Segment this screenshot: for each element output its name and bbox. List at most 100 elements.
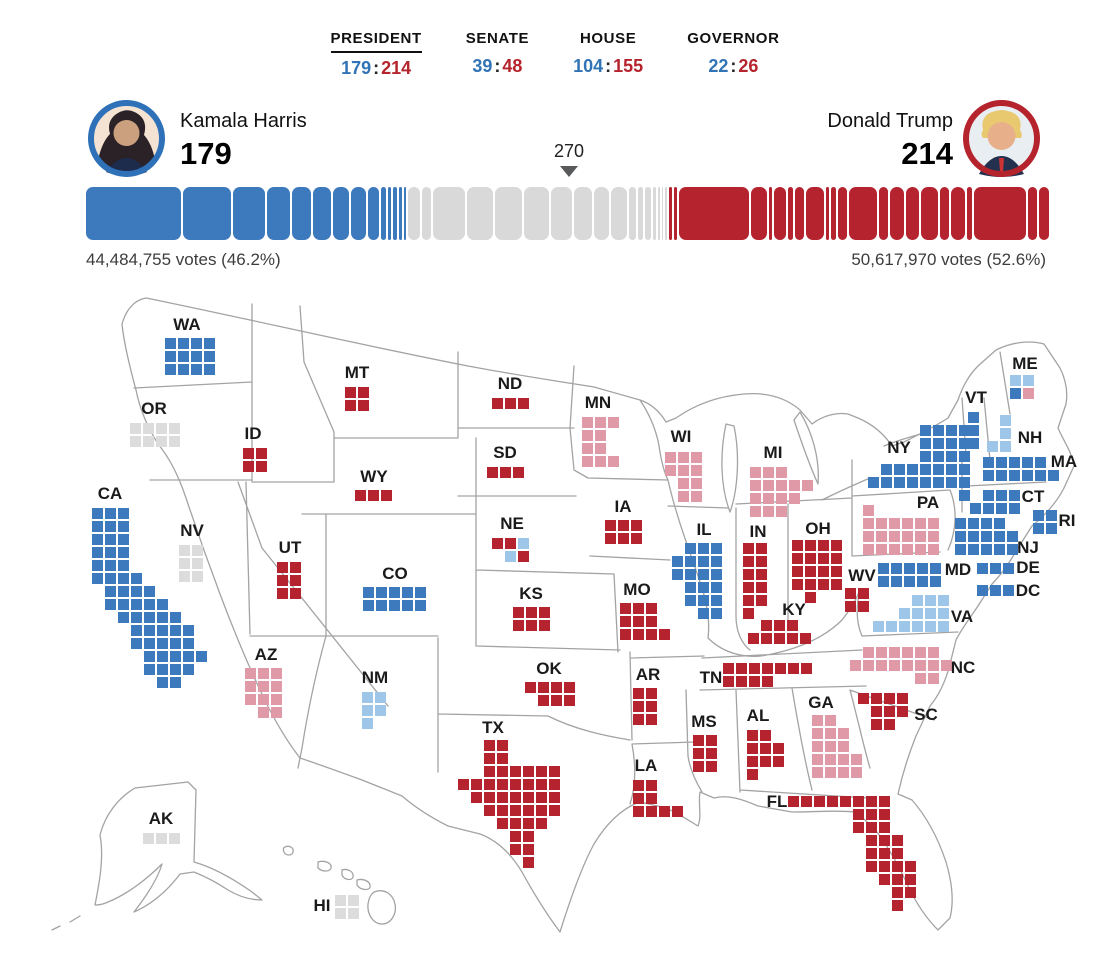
ev-square[interactable]: [484, 792, 495, 803]
ev-square[interactable]: [691, 491, 702, 502]
ev-square[interactable]: [118, 586, 129, 597]
ev-square[interactable]: [825, 728, 836, 739]
ev-square[interactable]: [1035, 470, 1046, 481]
bar-segment-rep[interactable]: [788, 187, 794, 240]
ev-square[interactable]: [256, 461, 267, 472]
ev-square[interactable]: [564, 695, 575, 706]
ev-square[interactable]: [157, 677, 168, 688]
bar-segment-undecided[interactable]: [638, 187, 644, 240]
ev-square[interactable]: [933, 477, 944, 488]
ev-square[interactable]: [196, 651, 207, 662]
ev-square[interactable]: [805, 592, 816, 603]
ev-square[interactable]: [760, 730, 771, 741]
ev-square[interactable]: [812, 767, 823, 778]
ev-square[interactable]: [258, 681, 269, 692]
ev-square[interactable]: [879, 822, 890, 833]
ev-square[interactable]: [996, 457, 1007, 468]
ev-square[interactable]: [169, 423, 180, 434]
ev-square[interactable]: [915, 531, 926, 542]
ev-square[interactable]: [838, 741, 849, 752]
ev-square[interactable]: [605, 533, 616, 544]
ev-square[interactable]: [358, 387, 369, 398]
ev-square[interactable]: [678, 465, 689, 476]
ev-square[interactable]: [723, 676, 734, 687]
ev-square[interactable]: [183, 664, 194, 675]
ev-square[interactable]: [633, 714, 644, 725]
ev-square[interactable]: [902, 531, 913, 542]
ev-square[interactable]: [536, 766, 547, 777]
bar-segment-dem[interactable]: [266, 187, 290, 240]
bar-segment-undecided[interactable]: [611, 187, 628, 240]
ev-square[interactable]: [747, 730, 758, 741]
ev-square[interactable]: [358, 400, 369, 411]
ev-square[interactable]: [646, 629, 657, 640]
ev-square[interactable]: [646, 603, 657, 614]
ev-square[interactable]: [381, 490, 392, 501]
ev-square[interactable]: [156, 436, 167, 447]
ev-square[interactable]: [814, 796, 825, 807]
ev-square[interactable]: [523, 779, 534, 790]
ev-square[interactable]: [889, 518, 900, 529]
ev-square[interactable]: [959, 464, 970, 475]
ev-square[interactable]: [484, 740, 495, 751]
ev-square[interactable]: [866, 809, 877, 820]
ev-square[interactable]: [996, 490, 1007, 501]
ev-square[interactable]: [510, 844, 521, 855]
ev-square[interactable]: [513, 467, 524, 478]
ev-square[interactable]: [271, 707, 282, 718]
ev-square[interactable]: [902, 660, 913, 671]
ev-square[interactable]: [523, 766, 534, 777]
ev-square[interactable]: [92, 573, 103, 584]
ev-square[interactable]: [773, 756, 784, 767]
ev-square[interactable]: [889, 660, 900, 671]
ev-square[interactable]: [994, 544, 1005, 555]
bar-segment-dem[interactable]: [86, 187, 181, 240]
bar-segment-dem[interactable]: [350, 187, 367, 240]
ev-square[interactable]: [706, 761, 717, 772]
ev-square[interactable]: [492, 538, 503, 549]
ev-square[interactable]: [595, 443, 606, 454]
ev-square[interactable]: [763, 493, 774, 504]
ev-square[interactable]: [941, 660, 952, 671]
bar-segment-undecided[interactable]: [573, 187, 592, 240]
ev-square[interactable]: [526, 607, 537, 618]
ev-square[interactable]: [711, 608, 722, 619]
ev-square[interactable]: [879, 848, 890, 859]
ev-square[interactable]: [881, 477, 892, 488]
ev-square[interactable]: [711, 582, 722, 593]
ev-square[interactable]: [818, 579, 829, 590]
ev-square[interactable]: [743, 556, 754, 567]
ev-square[interactable]: [518, 398, 529, 409]
ev-square[interactable]: [825, 767, 836, 778]
ev-square[interactable]: [866, 835, 877, 846]
ev-square[interactable]: [672, 806, 683, 817]
ev-square[interactable]: [118, 573, 129, 584]
ev-square[interactable]: [484, 753, 495, 764]
bar-segment-rep[interactable]: [750, 187, 767, 240]
ev-square[interactable]: [458, 779, 469, 790]
ev-square[interactable]: [968, 412, 979, 423]
ev-square[interactable]: [505, 551, 516, 562]
ev-square[interactable]: [1023, 375, 1034, 386]
ev-square[interactable]: [518, 538, 529, 549]
ev-square[interactable]: [990, 563, 1001, 574]
ev-square[interactable]: [178, 351, 189, 362]
ev-square[interactable]: [928, 673, 939, 684]
ev-square[interactable]: [876, 518, 887, 529]
ev-square[interactable]: [996, 503, 1007, 514]
ev-square[interactable]: [362, 692, 373, 703]
ev-square[interactable]: [335, 908, 346, 919]
ev-square[interactable]: [889, 531, 900, 542]
ev-square[interactable]: [892, 861, 903, 872]
ev-square[interactable]: [510, 792, 521, 803]
ev-square[interactable]: [582, 443, 593, 454]
bar-segment-dem[interactable]: [398, 187, 403, 240]
ev-square[interactable]: [959, 425, 970, 436]
bar-segment-dem[interactable]: [388, 187, 392, 240]
ev-square[interactable]: [178, 338, 189, 349]
ev-square[interactable]: [118, 599, 129, 610]
ev-square[interactable]: [925, 621, 936, 632]
ev-square[interactable]: [863, 518, 874, 529]
ev-square[interactable]: [805, 540, 816, 551]
ev-square[interactable]: [631, 520, 642, 531]
